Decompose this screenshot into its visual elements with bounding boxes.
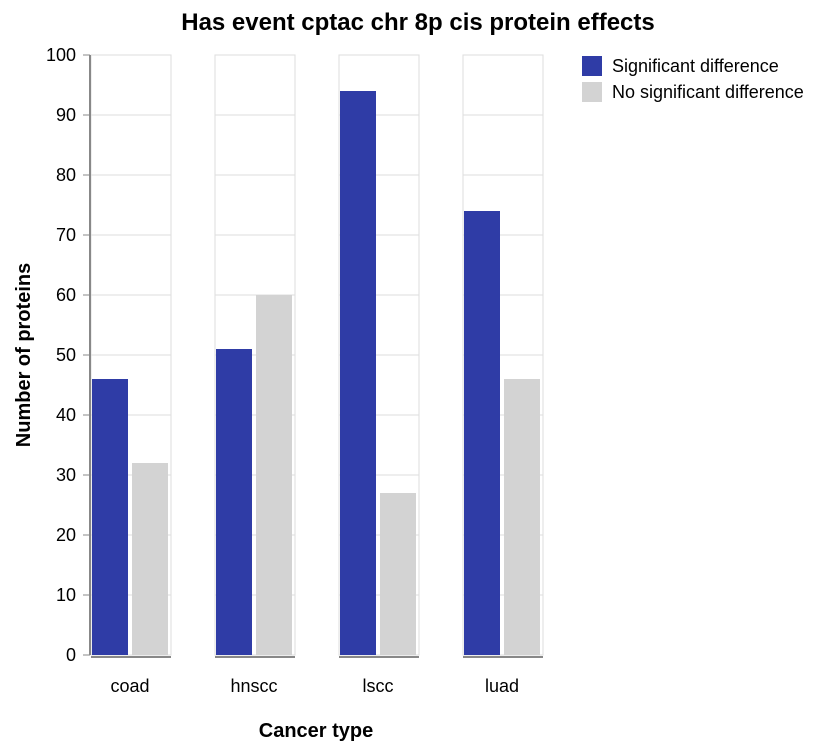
y-tick-label: 60 [56,285,76,305]
bar-lscc-significant [340,91,376,655]
facet-luad: luad [462,54,544,696]
category-label: lscc [363,676,394,696]
x-axis-title: Cancer type [259,720,374,742]
category-label: luad [485,676,519,696]
legend: Significant difference No significant dif… [582,56,804,102]
bar-hnscc-significant [216,349,252,655]
category-label: coad [110,676,149,696]
y-tick-label: 90 [56,105,76,125]
facet-hnscc: hnscc [214,54,296,696]
bar-luad-significant [464,211,500,655]
chart-title: Has event cptac chr 8p cis protein effec… [181,9,655,36]
y-tick-label: 50 [56,345,76,365]
legend-label: No significant difference [612,82,804,102]
y-axis-title: Number of proteins [13,263,35,447]
y-tick-label: 0 [66,645,76,665]
y-tick-label: 40 [56,405,76,425]
facet-coad: coad [90,54,172,696]
panel-border [462,54,544,656]
legend-item: No significant difference [582,82,804,102]
y-tick-label: 70 [56,225,76,245]
bar-coad-significant [92,379,128,655]
legend-label: Significant difference [612,56,779,76]
category-label: hnscc [230,676,277,696]
panel-border [338,54,420,656]
bar-coad-not-significant [132,463,168,655]
y-tick-label: 20 [56,525,76,545]
y-tick-label: 10 [56,585,76,605]
y-tick-label: 100 [46,45,76,65]
y-tick-label: 30 [56,465,76,485]
facet-panels: coad hnscc lscc luad [90,54,544,696]
legend-swatch [582,56,602,76]
panel-border [214,54,296,656]
bar-lscc-not-significant [380,493,416,655]
legend-item: Significant difference [582,56,779,76]
bar-luad-not-significant [504,379,540,655]
facet-lscc: lscc [338,54,420,696]
y-tick-label: 80 [56,165,76,185]
legend-swatch [582,82,602,102]
bar-hnscc-not-significant [256,295,292,655]
y-axis: 0 10 20 30 40 50 60 70 80 90 100 [46,45,91,665]
